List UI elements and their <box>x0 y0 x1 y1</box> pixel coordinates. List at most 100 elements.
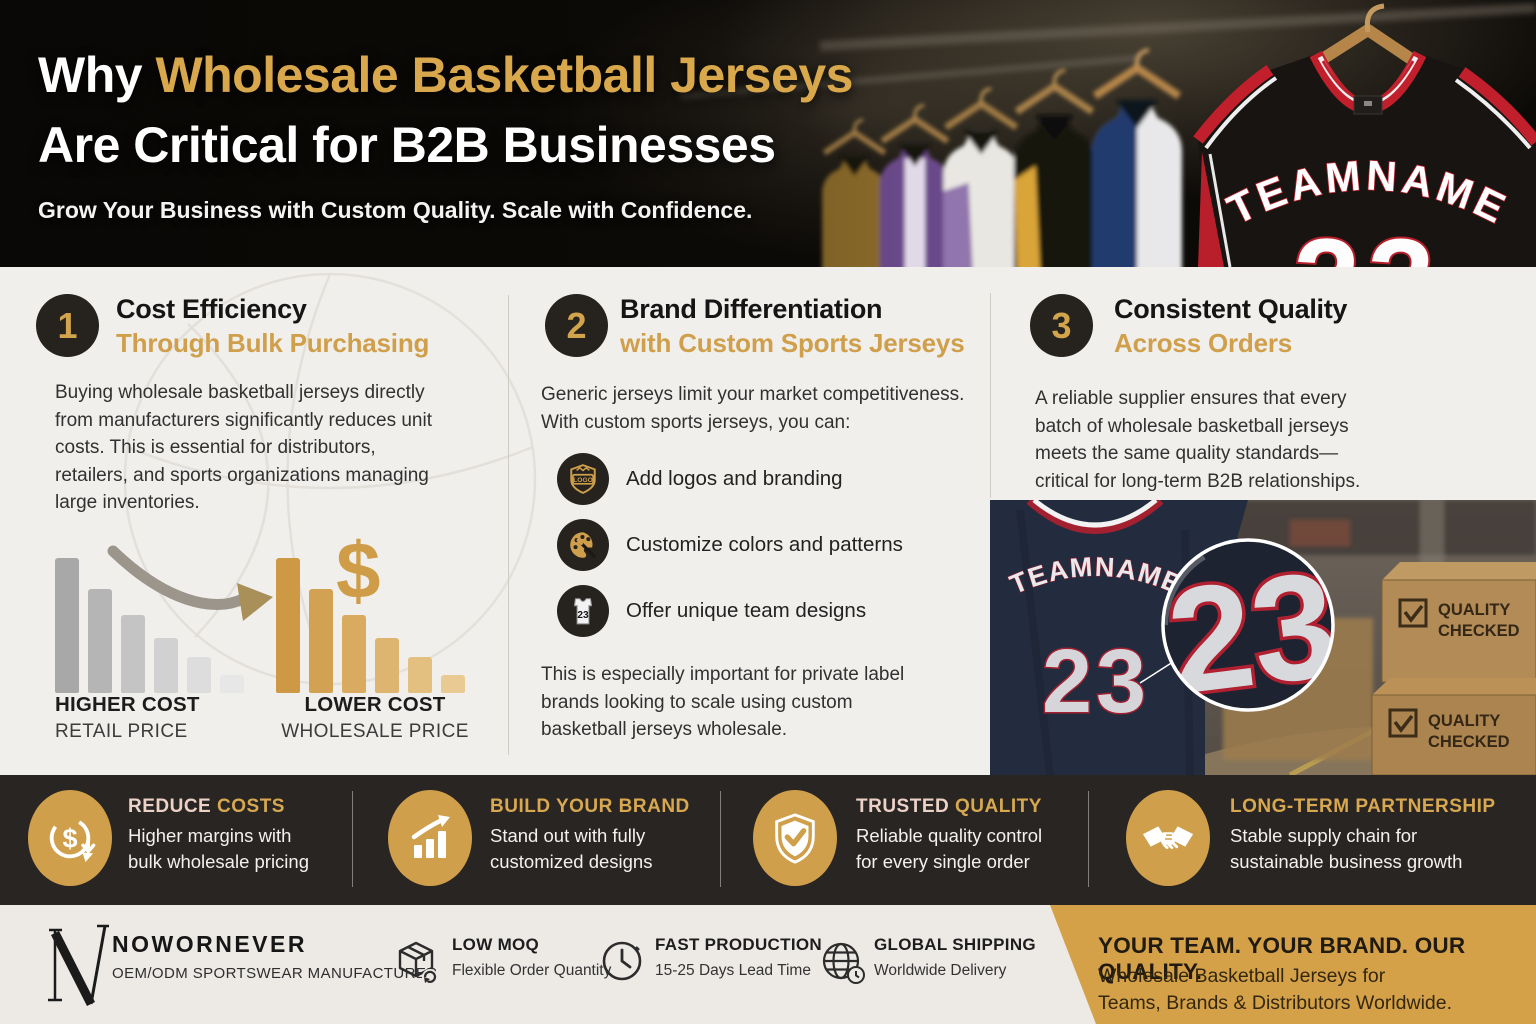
shield-check-icon <box>753 790 837 886</box>
bar <box>154 638 178 693</box>
cta-line2: Teams, Brands & Distributors Worldwide. <box>1098 992 1453 1014</box>
quality-label-line1: QUALITY <box>1428 712 1500 730</box>
quality-checked-box-bottom: QUALITY CHECKED <box>1371 678 1536 775</box>
section-3-title-main: Consistent Quality <box>1114 294 1348 324</box>
photo-jersey-number: 23 <box>1042 632 1150 732</box>
quality-label-line1: QUALITY <box>1438 601 1510 619</box>
feature-build-brand: BUILD YOUR BRAND Stand out with fully cu… <box>490 796 690 874</box>
bar <box>408 657 432 693</box>
quality-checked-box-top: QUALITY CHECKED <box>1381 562 1536 683</box>
hero-warehouse-photo: TEAMNAME 23 <box>0 0 1536 267</box>
footer-item-desc: Worldwide Delivery <box>874 962 1007 979</box>
feature-title-gold: BUILD YOUR BRAND <box>490 796 690 817</box>
package-icon <box>398 941 438 985</box>
feature-desc-line2: for every single order <box>856 850 1030 872</box>
decline-arrow-icon <box>107 545 273 621</box>
logo-badge-icon: LOGO <box>557 453 609 505</box>
hero-title-line2: Are Critical for B2B Businesses <box>38 117 776 173</box>
number-badge-1: 1 <box>36 294 99 357</box>
section-2-title-sub: with Custom Sports Jerseys <box>620 328 965 358</box>
section-1-title-sub: Through Bulk Purchasing <box>116 328 430 358</box>
feature-title-gold: QUALITY <box>955 796 1042 817</box>
retail-price-label: HIGHER COST RETAIL PRICE <box>55 693 200 743</box>
bullet-text: Customize colors and patterns <box>626 533 903 556</box>
feature-reduce-costs: REDUCE COSTS Higher margins with bulk wh… <box>128 796 309 874</box>
column-divider-2 <box>990 293 991 498</box>
band-separator <box>352 791 353 887</box>
bar <box>121 615 145 693</box>
quality-label-line2: CHECKED <box>1438 622 1520 640</box>
footer: NOWORNEVER OEM/ODM SPORTSWEAR MANUFACTUR… <box>0 905 1536 1024</box>
section-1-title: Cost Efficiency Through Bulk Purchasing <box>116 294 429 359</box>
feature-desc-line1: Reliable quality control <box>856 825 1043 846</box>
wholesale-label: WHOLESALE PRICE <box>281 721 469 742</box>
retail-label: RETAIL PRICE <box>55 721 188 742</box>
hero-main-jersey: TEAMNAME 23 <box>1193 3 1536 267</box>
footer-item-global-shipping: GLOBAL SHIPPING Worldwide Delivery <box>874 935 1036 980</box>
brand-subtitle: OEM/ODM SPORTSWEAR MANUFACTURER <box>112 965 438 982</box>
bar <box>375 638 399 693</box>
footer-item-desc: Flexible Order Quantity <box>452 962 612 979</box>
footer-item-desc: 15-25 Days Lead Time <box>655 962 811 979</box>
feature-band: $ REDUCE COSTS Higher margins with bulk … <box>0 775 1536 905</box>
section-3-title-sub: Across Orders <box>1114 328 1293 358</box>
number-badge-2: 2 <box>545 294 608 357</box>
feature-desc-line1: Higher margins with <box>128 825 292 846</box>
feature-title-light: REDUCE <box>128 796 218 817</box>
feature-desc-line2: sustainable business growth <box>1230 850 1463 872</box>
bar <box>88 589 112 693</box>
cta-panel: YOUR TEAM. YOUR BRAND. OUR QUALITY. Whol… <box>1050 905 1536 1024</box>
feature-desc-line2: customized designs <box>490 850 653 872</box>
footer-item-title: FAST PRODUCTION <box>655 935 822 954</box>
bullet-customize-colors: Customize colors and patterns <box>557 519 903 571</box>
jersey-icon: 23 <box>557 585 609 637</box>
feature-desc-line1: Stable supply chain for <box>1230 825 1418 846</box>
footer-item-low-moq: LOW MOQ Flexible Order Quantity <box>452 935 611 980</box>
clock-icon <box>602 941 642 981</box>
cta-line1: Wholesale Basketball Jerseys for <box>1098 965 1386 987</box>
footer-item-fast-production: FAST PRODUCTION 15-25 Days Lead Time <box>655 935 822 980</box>
band-separator <box>720 791 721 887</box>
quality-label-line2: CHECKED <box>1428 733 1510 751</box>
higher-cost-label: HIGHER COST <box>55 693 200 716</box>
wholesale-price-label: LOWER COST WHOLESALE PRICE <box>276 693 474 743</box>
section-1-title-main: Cost Efficiency <box>116 294 307 324</box>
cta-title: YOUR TEAM. YOUR BRAND. OUR QUALITY. <box>1098 933 1466 984</box>
section-2-title-main: Brand Differentiation <box>620 294 883 324</box>
section-2-title: Brand Differentiation with Custom Sports… <box>620 294 965 359</box>
hero-section: TEAMNAME 23 Why Wholesale Basketball Jer… <box>0 0 1536 267</box>
stitching-magnifier: 23 <box>1139 538 1345 726</box>
section-3-body: A reliable supplier ensures that every b… <box>1035 388 1361 492</box>
feature-desc-line2: bulk wholesale pricing <box>128 850 309 872</box>
feature-desc-line1: Stand out with fully <box>490 825 646 846</box>
brand-name: NOWORNEVER <box>112 931 307 957</box>
handshake-icon <box>1126 790 1210 886</box>
bullet-text: Add logos and branding <box>626 467 843 490</box>
dollar-icon: $ <box>336 526 381 615</box>
feature-title-gold: LONG-TERM PARTNERSHIP <box>1230 796 1496 817</box>
bar <box>276 558 300 693</box>
hero-title: Why Wholesale Basketball Jerseys Are Cri… <box>38 40 853 180</box>
feature-partnership: LONG-TERM PARTNERSHIP Stable supply chai… <box>1230 796 1496 874</box>
feature-title-light: TRUSTED <box>856 796 955 817</box>
quality-check-photo: QUALITY CHECKED QUALITY CHECKED <box>990 500 1536 775</box>
bullet-unique-designs: 23 Offer unique team designs <box>557 585 866 637</box>
magnified-number: 23 <box>1159 539 1345 726</box>
bar <box>309 589 333 693</box>
section-3-title: Consistent Quality Across Orders <box>1114 294 1347 359</box>
bullet-text: Offer unique team designs <box>626 599 867 622</box>
hero-subtitle: Grow Your Business with Custom Quality. … <box>38 197 753 223</box>
hero-jersey-number: 23 <box>1293 214 1442 267</box>
hero-title-white: Why <box>38 47 156 103</box>
column-divider-1 <box>508 295 509 755</box>
footer-item-title: LOW MOQ <box>452 935 540 954</box>
band-separator <box>1088 791 1089 887</box>
jersey-icon-number: 23 <box>577 610 589 621</box>
globe-icon <box>822 942 865 984</box>
section-1-body: Buying wholesale basketball jerseys dire… <box>55 382 432 513</box>
footer-item-title: GLOBAL SHIPPING <box>874 935 1036 954</box>
bar <box>55 558 79 693</box>
section-2-closing: This is especially important for private… <box>541 664 905 740</box>
wholesale-bars <box>276 555 465 693</box>
palette-icon <box>557 519 609 571</box>
